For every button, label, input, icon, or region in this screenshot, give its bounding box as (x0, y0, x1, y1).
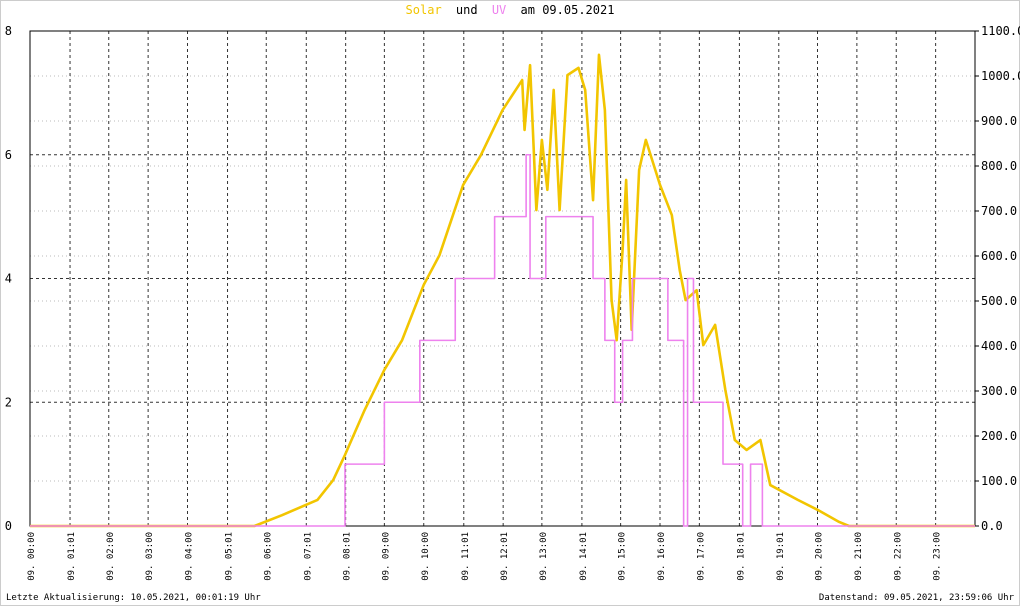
x-tick-label: 09. 05:01 (225, 532, 235, 581)
y2-tick-label: 300.0 (981, 384, 1017, 398)
x-tick-label: 09. 07:01 (303, 532, 313, 581)
y2-tick-label: 500.0 (981, 294, 1017, 308)
x-tick-label: 09. 03:00 (145, 532, 155, 581)
x-tick-label: 09. 13:00 (539, 532, 549, 581)
y2-tick-label: 900.0 (981, 114, 1017, 128)
title-suffix: am 09.05.2021 (521, 3, 615, 17)
x-tick-label: 09. 23:00 (933, 532, 943, 581)
x-tick-label: 09. 21:00 (854, 532, 864, 581)
y2-tick-label: 700.0 (981, 204, 1017, 218)
title-uv: UV (492, 3, 506, 17)
title-solar: Solar (406, 3, 442, 17)
chart-title: Solar und UV am 09.05.2021 (406, 3, 615, 17)
footer-right: Datenstand: 09.05.2021, 23:59:06 Uhr (819, 593, 1015, 603)
x-tick-label: 09. 01:01 (67, 532, 77, 581)
x-tick-label: 09. 12:01 (500, 532, 510, 581)
y-tick-label: 4 (5, 272, 12, 286)
x-tick-label: 09. 14:01 (579, 532, 589, 581)
y2-tick-label: 0.0 (981, 519, 1003, 533)
y2-tick-label: 200.0 (981, 429, 1017, 443)
y2-tick-label: 800.0 (981, 159, 1017, 173)
x-tick-label: 09. 16:00 (657, 532, 667, 581)
x-tick-label: 09. 00:00 (27, 532, 37, 581)
series-line (30, 53, 975, 528)
y2-tick-label: 1000.0 (981, 69, 1020, 83)
plot-frame (29, 30, 976, 527)
x-tick-label: 09. 04:00 (185, 532, 195, 581)
y-tick-label: 2 (5, 395, 12, 409)
x-tick-label: 09. 22:00 (893, 532, 903, 581)
x-tick-label: 09. 17:00 (696, 532, 706, 581)
x-tick-label: 09. 10:00 (421, 532, 431, 581)
x-tick-label: 09. 15:00 (618, 532, 628, 581)
x-tick-label: 09. 20:00 (815, 532, 825, 581)
x-tick-label: 09. 18:01 (736, 532, 746, 581)
title-joiner: und (456, 3, 478, 17)
y2-tick-label: 600.0 (981, 249, 1017, 263)
series-line (30, 153, 975, 527)
footer-left: Letzte Aktualisierung: 10.05.2021, 00:01… (6, 593, 261, 603)
x-tick-label: 09. 11:01 (461, 532, 471, 581)
x-tick-label: 09. 02:00 (106, 532, 116, 581)
y-tick-label: 6 (5, 148, 12, 162)
y-tick-label: 0 (5, 519, 12, 533)
x-tick-label: 09. 19:01 (776, 532, 786, 581)
y-tick-label: 8 (5, 24, 12, 38)
x-tick-label: 09. 09:00 (381, 532, 391, 581)
x-tick-label: 09. 08:01 (343, 532, 353, 581)
y2-tick-label: 400.0 (981, 339, 1017, 353)
y2-tick-label: 1100.0 (981, 24, 1020, 38)
x-tick-label: 09. 06:00 (263, 532, 273, 581)
y2-tick-label: 100.0 (981, 474, 1017, 488)
